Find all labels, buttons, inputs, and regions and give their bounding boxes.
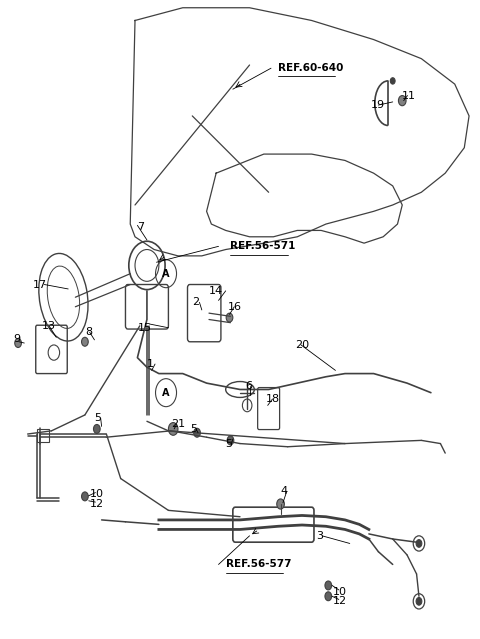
Text: 10: 10 <box>333 587 347 597</box>
Text: 16: 16 <box>228 302 242 312</box>
Text: REF.56-571: REF.56-571 <box>230 242 296 251</box>
Text: 8: 8 <box>85 327 92 337</box>
Circle shape <box>94 424 100 433</box>
Text: 12: 12 <box>333 596 347 606</box>
Circle shape <box>416 597 422 605</box>
Text: 1: 1 <box>147 359 154 369</box>
Text: 10: 10 <box>90 489 104 500</box>
Text: 7: 7 <box>137 222 144 232</box>
Text: 17: 17 <box>33 279 47 289</box>
Circle shape <box>194 428 200 437</box>
Text: 19: 19 <box>371 100 385 110</box>
Ellipse shape <box>226 381 254 397</box>
Circle shape <box>398 96 406 105</box>
Text: 12: 12 <box>90 499 104 509</box>
Text: A: A <box>162 268 170 279</box>
Text: 4: 4 <box>281 486 288 497</box>
Text: 14: 14 <box>209 286 223 296</box>
Circle shape <box>82 492 88 501</box>
Text: 21: 21 <box>171 419 185 429</box>
Text: REF.56-577: REF.56-577 <box>226 560 291 569</box>
Text: 9: 9 <box>13 334 21 344</box>
Circle shape <box>15 339 22 348</box>
Text: 5: 5 <box>190 424 197 434</box>
Text: 5: 5 <box>95 413 101 423</box>
Text: A: A <box>162 388 170 397</box>
Text: 15: 15 <box>137 323 151 333</box>
Circle shape <box>82 337 88 346</box>
Circle shape <box>226 313 233 322</box>
Text: 3: 3 <box>316 531 324 541</box>
Text: 20: 20 <box>295 340 309 350</box>
Text: 18: 18 <box>266 394 280 404</box>
Text: REF.60-640: REF.60-640 <box>278 63 344 73</box>
Circle shape <box>168 422 178 435</box>
Circle shape <box>325 592 332 601</box>
Text: 6: 6 <box>245 381 252 391</box>
Circle shape <box>227 436 234 445</box>
Circle shape <box>277 499 284 509</box>
Circle shape <box>325 581 332 590</box>
Text: 13: 13 <box>42 321 56 331</box>
Bar <box>37 429 49 442</box>
Circle shape <box>390 78 395 84</box>
Text: 5: 5 <box>226 438 233 449</box>
Text: 2: 2 <box>192 297 199 307</box>
Text: 11: 11 <box>402 91 416 100</box>
Circle shape <box>416 539 422 547</box>
